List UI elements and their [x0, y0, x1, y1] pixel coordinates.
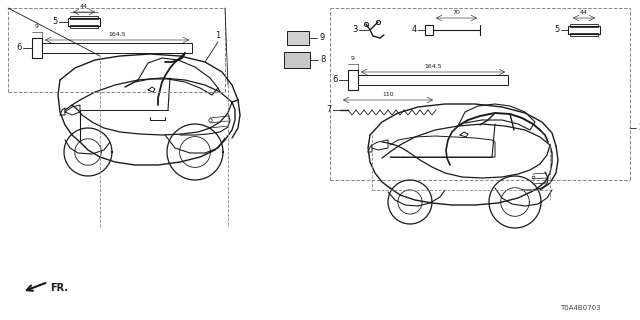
Bar	[70, 25, 98, 28]
Text: 7: 7	[326, 106, 332, 115]
Text: 5: 5	[555, 26, 560, 35]
Text: 6: 6	[17, 44, 22, 52]
Text: 9: 9	[35, 24, 39, 29]
Bar	[287, 31, 309, 45]
Bar	[568, 26, 600, 34]
Text: 164.5: 164.5	[108, 32, 126, 37]
Text: 164.5: 164.5	[424, 64, 442, 69]
Text: 44: 44	[80, 4, 88, 9]
Bar	[358, 75, 508, 85]
Text: 8: 8	[320, 55, 325, 65]
Bar	[348, 70, 358, 90]
Bar	[68, 18, 100, 26]
Text: 110: 110	[382, 92, 394, 97]
Text: 44: 44	[580, 10, 588, 15]
Text: 9: 9	[351, 56, 355, 61]
Text: T0A4B0703: T0A4B0703	[560, 305, 600, 311]
Text: FR.: FR.	[50, 283, 68, 293]
Bar	[284, 52, 310, 68]
Text: 1: 1	[216, 31, 221, 40]
Text: 3: 3	[353, 26, 358, 35]
Text: 5: 5	[52, 18, 58, 27]
Bar	[570, 24, 598, 27]
Text: 9: 9	[319, 34, 324, 43]
Text: 70: 70	[452, 10, 460, 15]
Bar	[32, 38, 42, 58]
Bar	[42, 43, 192, 53]
Text: 6: 6	[333, 76, 338, 84]
Text: 2: 2	[638, 124, 640, 132]
Text: 4: 4	[412, 26, 417, 35]
Bar	[570, 33, 598, 36]
Bar	[425, 25, 433, 35]
Bar	[70, 16, 98, 19]
